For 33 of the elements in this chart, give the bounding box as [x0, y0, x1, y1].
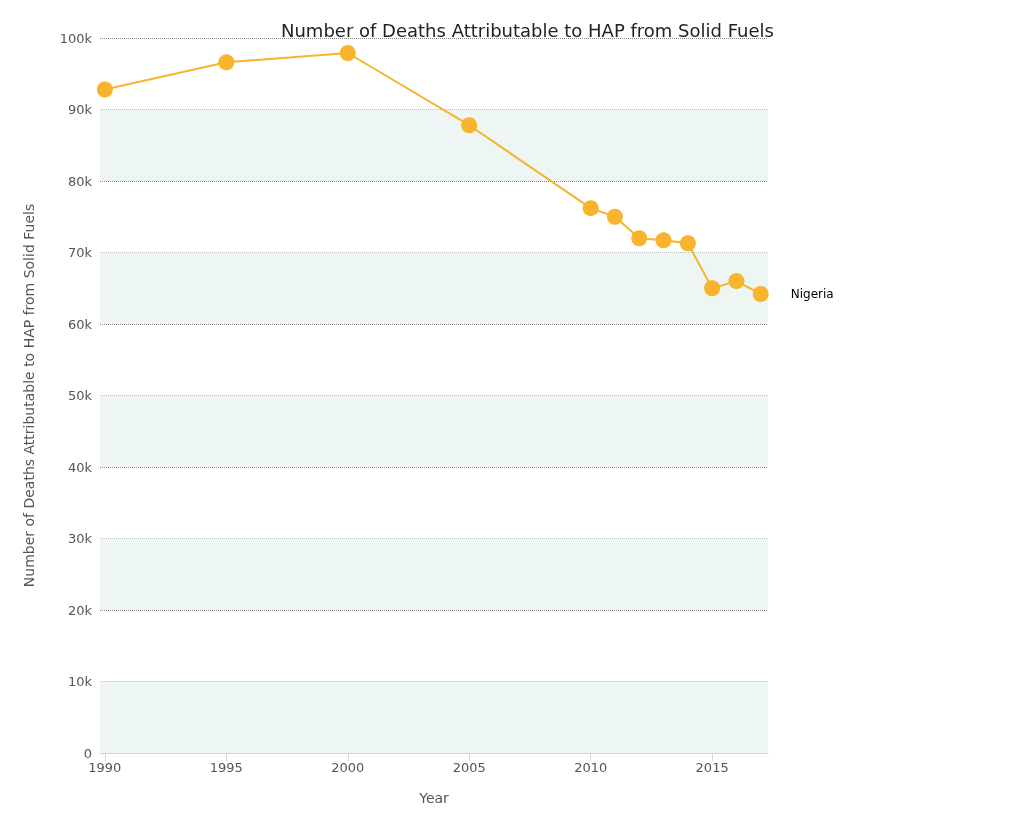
- x-axis-title: Year: [418, 790, 450, 806]
- point: [96, 81, 113, 98]
- x-tick-label: 2015: [695, 760, 729, 775]
- point: [704, 280, 721, 297]
- x-tick-label: 2010: [574, 760, 608, 775]
- y-tick-label: 90k: [67, 102, 93, 117]
- x-tick-label: 1995: [209, 760, 243, 775]
- y-tick-label: 50k: [67, 388, 93, 403]
- series-label: Nigeria: [790, 286, 834, 301]
- y-tick-label: 100k: [59, 30, 93, 46]
- x-tick-label: 2005: [452, 760, 486, 775]
- point: [655, 232, 672, 249]
- x-tick-label: 2000: [331, 760, 365, 775]
- y-tick-label: 30k: [67, 531, 93, 546]
- chart-title: Number of Deaths Attributable to HAP from Solid Fuels: [281, 19, 774, 41]
- y-tick-label: 10k: [67, 674, 93, 689]
- point: [631, 230, 648, 247]
- point: [728, 273, 745, 290]
- point: [679, 235, 696, 252]
- y-tick-label: 60k: [67, 316, 93, 332]
- y-tick-label: 70k: [67, 245, 93, 260]
- x-tick-label: 1990: [88, 760, 122, 775]
- y-axis-title: Number of Deaths Attributable to HAP from Solid Fuels: [21, 203, 37, 588]
- y-tick-label: 0: [83, 745, 92, 761]
- point: [218, 54, 235, 71]
- y-tick-label: 80k: [67, 173, 93, 189]
- point: [582, 200, 599, 217]
- y-tick-label: 40k: [67, 459, 93, 475]
- point: [752, 285, 769, 302]
- y-tick-label: 20k: [67, 602, 93, 618]
- point: [461, 117, 478, 134]
- point: [606, 208, 623, 225]
- point: [339, 45, 356, 62]
